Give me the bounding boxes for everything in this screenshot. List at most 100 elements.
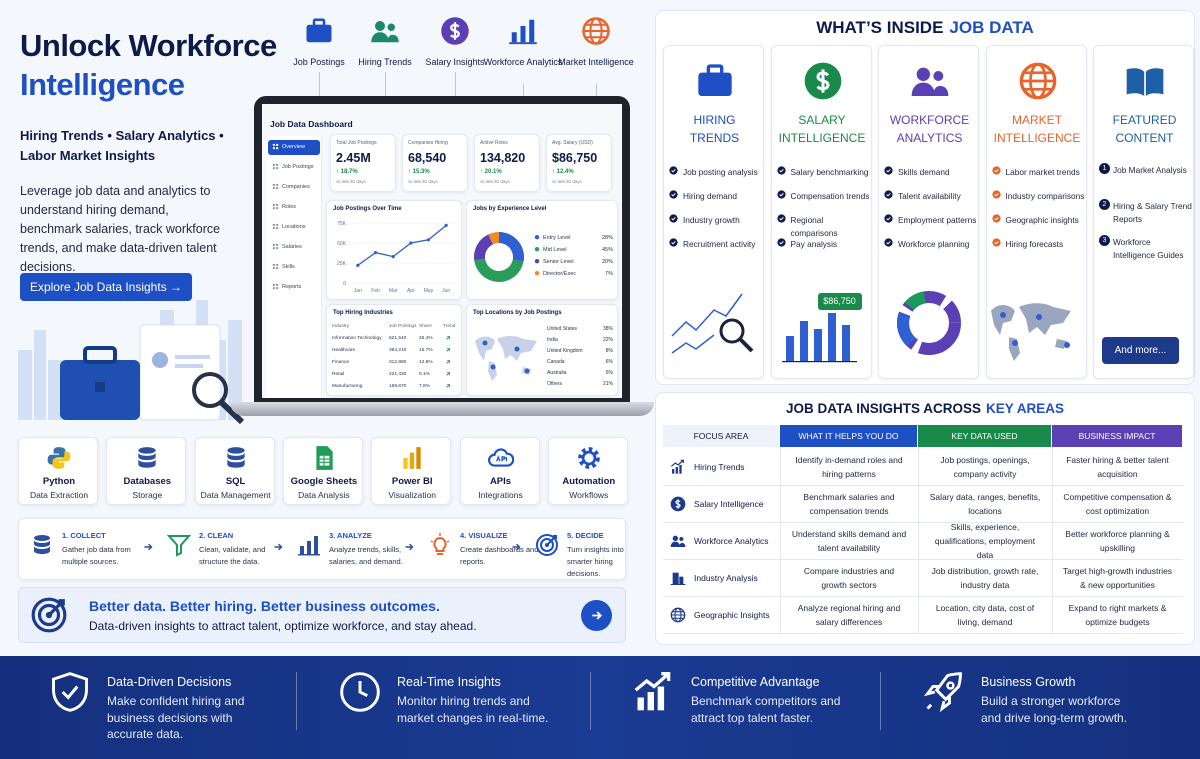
table-cell: Better workforce planning & upskilling [1065, 529, 1170, 553]
icon-part [298, 554, 320, 556]
column-item: Talent availability [898, 191, 961, 201]
benefit-icon [52, 672, 88, 712]
more-button[interactable]: And more... [1102, 337, 1179, 364]
process-step: 1. COLLECT [62, 531, 106, 540]
donut-segment [474, 234, 494, 261]
visual-part [1035, 314, 1042, 320]
icon-part [671, 169, 676, 173]
magnifier [192, 372, 228, 408]
visual-part [785, 336, 794, 361]
icon-part [581, 450, 597, 466]
table-cell: 12.8% [419, 360, 433, 365]
nav-icon [272, 183, 279, 190]
chart-title: Jobs by Experience Level [473, 206, 547, 212]
value-label: 20% [602, 259, 613, 265]
line-point [444, 223, 448, 227]
icon-part [776, 190, 786, 199]
icon-part [272, 223, 275, 226]
explore-button[interactable]: Explore Job Data Insights → [20, 273, 192, 301]
icon-part [1126, 68, 1145, 96]
benefit-divider [590, 672, 591, 730]
icon-part [815, 69, 830, 93]
trend-icon [446, 336, 450, 340]
icon-part [583, 23, 609, 39]
tool-icon [316, 446, 333, 470]
icon-part [405, 543, 414, 551]
banner-text: Data-driven insights to attract talent, … [89, 619, 477, 633]
icon-part [679, 543, 686, 547]
nav-item: Locations [282, 224, 306, 230]
table-row-line [663, 596, 1183, 597]
line-point [373, 251, 378, 255]
tool-name: Databases [123, 476, 172, 487]
line-point [356, 263, 360, 267]
icon-part [946, 681, 955, 690]
kpi-period: vs last 30 days [336, 179, 366, 184]
tool-card: Google Sheets Data Analysis [282, 437, 363, 505]
icon-part [916, 67, 930, 81]
icon-part [884, 238, 893, 247]
tool-name: APIs [489, 476, 512, 487]
column-visual [990, 303, 1071, 361]
icon-part [670, 541, 680, 547]
icon-part [226, 447, 245, 454]
top-connector [523, 84, 524, 96]
tool-role: Integrations [478, 490, 523, 500]
icon-part [272, 267, 275, 270]
skyline-illustration [18, 300, 245, 425]
process-arrow [274, 543, 283, 551]
legend-swatch [534, 271, 540, 276]
icon-part [276, 283, 279, 286]
table-title-highlight: KEY AREAS [985, 401, 1065, 416]
top-icon-label: Workforce Analytics [483, 57, 563, 67]
top-icon-label: Market Intelligence [558, 57, 634, 67]
location-share: 38% [602, 326, 613, 332]
icon-part [546, 535, 557, 546]
icon-part [37, 603, 61, 627]
table-cell: 384,210 [389, 348, 407, 353]
process-text: Create dashboards and reports. [460, 545, 539, 566]
icon-part [592, 611, 603, 620]
icon-part [698, 72, 732, 96]
column-item: Job Market Analysis [1113, 165, 1187, 175]
check-icon [669, 238, 678, 247]
y-tick-label: 25K [337, 261, 347, 267]
icon-part [511, 32, 517, 43]
legend-label: Entry Level [543, 235, 571, 241]
inside-column: FEATURED CONTENT 1 Job Market Analysis 2 Hiri… [1093, 45, 1194, 379]
check-icon [884, 166, 893, 175]
column-item: Salary benchmarking [790, 167, 869, 177]
table-cell: 9.1% [419, 372, 430, 377]
item-marker: 2 [1099, 199, 1110, 210]
trend-icon [446, 384, 450, 388]
locations-card: Top Locations by Job Postings United Stat… [466, 304, 618, 396]
table-cell: 621,540 [389, 336, 407, 341]
column-item: Hiring forecasts [1005, 239, 1064, 249]
column-title: TRENDS [689, 131, 740, 145]
focus-area: Geographic Insights [694, 610, 770, 620]
location-share: 5% [605, 370, 613, 376]
process-step: 5. DECIDE [567, 531, 604, 540]
banner-button[interactable] [581, 600, 612, 631]
table-cell: Location, city data, cost of living, dem… [935, 603, 1035, 627]
check-icon [884, 190, 893, 199]
donut-segment [488, 232, 499, 245]
icon-part [276, 207, 279, 210]
column-title: INTELLIGENCE [778, 131, 866, 145]
nav-icon [272, 263, 279, 270]
row-icon [670, 459, 684, 474]
map-part [490, 364, 496, 370]
icon-part [276, 143, 279, 146]
nav-icon [272, 283, 279, 290]
column-icon [1019, 62, 1056, 100]
icon-part [923, 685, 951, 713]
icon-part [276, 287, 279, 290]
tool-role: Data Analysis [298, 490, 350, 500]
x-tick-label: Jun [442, 288, 450, 294]
benefit-icon [340, 672, 380, 712]
legend-swatch [534, 259, 540, 264]
icon-part [276, 163, 279, 166]
nav-icon [272, 143, 279, 150]
icon-part [670, 459, 684, 467]
tool-role: Visualization [388, 490, 436, 500]
